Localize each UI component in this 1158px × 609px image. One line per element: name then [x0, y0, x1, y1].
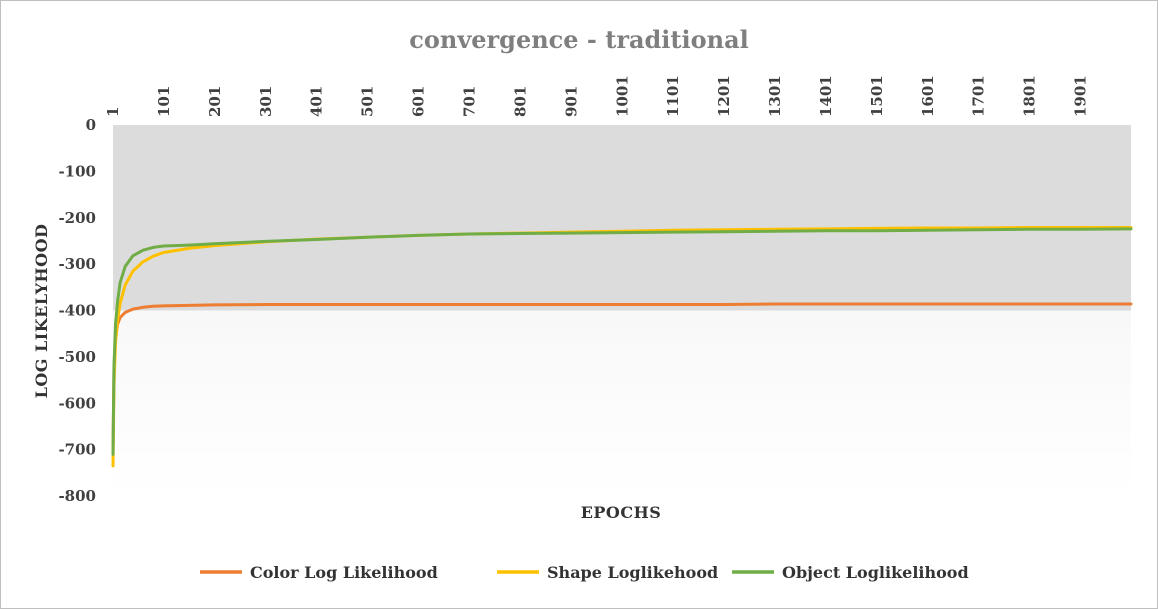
x-tick-label: 1201 — [715, 75, 733, 117]
x-tick-label: 1701 — [970, 75, 988, 117]
x-tick-label: 1501 — [868, 75, 886, 117]
x-tick-label: 201 — [206, 86, 224, 117]
legend-label: Object Loglikelihood — [782, 563, 969, 582]
x-tick-label: 301 — [257, 86, 275, 117]
y-tick-label: -500 — [58, 348, 96, 366]
y-tick-label: 0 — [86, 116, 96, 134]
legend: Color Log Likelihood Shape Loglikehood Obj… — [200, 563, 969, 582]
y-tick-label: -800 — [58, 487, 96, 505]
chart-title: convergence - traditional — [409, 25, 749, 54]
x-tick-label: 1401 — [817, 75, 835, 117]
x-tick-label: 1301 — [766, 75, 784, 117]
y-tick-label: -400 — [58, 302, 96, 320]
plot-area — [113, 125, 1131, 496]
x-axis-ticks: 1 101 201 301 401 501 601 701 801 901 1001 1101 1201… — [104, 75, 1090, 117]
y-tick-label: -600 — [58, 394, 96, 412]
x-tick-label: 1901 — [1072, 75, 1090, 117]
y-axis-ticks: 0 -100 -200 -300 -400 -500 -600 -700 -800 — [58, 116, 96, 505]
legend-label: Shape Loglikehood — [547, 563, 718, 582]
x-tick-label: 901 — [562, 86, 580, 117]
x-tick-label: 1101 — [664, 75, 682, 117]
x-tick-label: 401 — [308, 86, 326, 117]
x-axis-label: EPOCHS — [581, 503, 662, 522]
y-tick-label: -300 — [58, 255, 96, 273]
x-tick-label: 101 — [155, 86, 173, 117]
x-tick-label: 801 — [511, 86, 529, 117]
x-tick-label: 1001 — [613, 75, 631, 117]
y-tick-label: -100 — [58, 162, 96, 180]
y-tick-label: -200 — [58, 209, 96, 227]
x-tick-label: 501 — [359, 86, 377, 117]
y-tick-label: -700 — [58, 441, 96, 459]
x-tick-label: 701 — [460, 86, 478, 117]
series-line-3 — [111, 227, 1133, 456]
legend-label: Color Log Likelihood — [250, 563, 438, 582]
x-tick-label: 1801 — [1021, 75, 1039, 117]
x-tick-label: 1601 — [919, 75, 937, 117]
x-tick-label: 601 — [410, 86, 428, 117]
x-tick-label: 1 — [104, 107, 122, 117]
y-axis-label: LOG LIKELYHOOD — [32, 224, 51, 399]
series-lines — [111, 226, 1133, 468]
